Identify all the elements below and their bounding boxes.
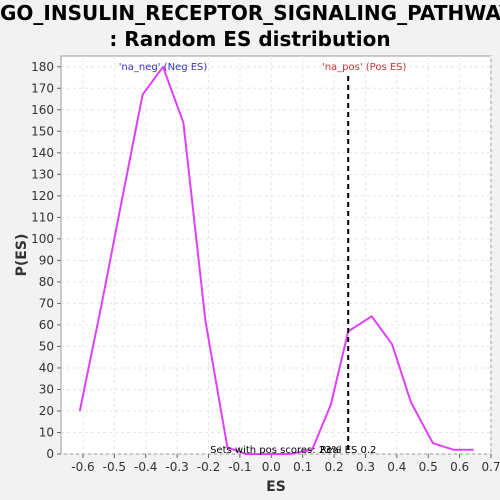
x-tick-label: -0.3 (165, 460, 188, 474)
y-tick-label: 0 (46, 447, 54, 461)
x-tick-label: 0.6 (450, 460, 469, 474)
y-tick-label: 180 (31, 60, 54, 74)
pos-es-label: 'na_pos' (Pos ES) (322, 62, 407, 73)
y-tick-label: 30 (39, 382, 54, 396)
pos-scores-annotation: Sets with pos scores: 23% (210, 445, 341, 456)
x-tick-label: -0.4 (134, 460, 157, 474)
y-tick-label: 130 (31, 167, 54, 181)
y-tick-label: 90 (39, 253, 54, 267)
x-tick-label: 0.0 (262, 460, 281, 474)
y-tick-label: 70 (39, 296, 54, 310)
series-layer (78, 65, 474, 455)
y-tick-label: 170 (31, 81, 54, 95)
grid-lines (61, 56, 492, 455)
y-tick-label: 160 (31, 103, 54, 117)
es-distribution-line (78, 65, 474, 455)
y-tick-label: 20 (39, 404, 54, 418)
y-tick-label: 110 (31, 210, 54, 224)
y-tick-label: 40 (39, 361, 54, 375)
x-tick-label: -0.6 (71, 460, 94, 474)
y-tick-label: 150 (31, 124, 54, 138)
x-tick-label: 0.1 (293, 460, 312, 474)
x-tick-label: 0.7 (481, 460, 500, 474)
y-tick-label: 10 (39, 425, 54, 439)
x-tick-label: 0.3 (356, 460, 375, 474)
x-tick-label: 0.5 (419, 460, 438, 474)
chart-title-line2: : Random ES distribution (109, 27, 391, 51)
y-axis-label: P(ES) (14, 234, 30, 277)
plot-area (60, 55, 492, 455)
x-tick-label: -0.1 (228, 460, 251, 474)
x-tick-label: 0.2 (325, 460, 344, 474)
neg-es-label: 'na_neg' (Neg ES) (119, 62, 208, 73)
y-tick-label: 60 (39, 318, 54, 332)
y-tick-label: 80 (39, 275, 54, 289)
axes: -0.6 -0.5 -0.4 -0.3 -0.2 -0.1 0.0 0.1 0.2 0.3 0.4 0… (31, 60, 500, 474)
chart-title-line1: GO_INSULIN_RECEPTOR_SIGNALING_PATHWAY (0, 1, 500, 25)
x-tick-label: 0.4 (387, 460, 406, 474)
y-tick-label: 140 (31, 146, 54, 160)
x-axis-label: ES (266, 479, 286, 495)
y-tick-label: 120 (31, 189, 54, 203)
x-tick-label: -0.5 (103, 460, 126, 474)
chart-title: GO_INSULIN_RECEPTOR_SIGNALING_PATHWAY : … (0, 0, 500, 52)
x-tick-label: -0.2 (197, 460, 220, 474)
y-tick-label: 50 (39, 339, 54, 353)
real-es-annotation: Real ES 0.2 (320, 445, 376, 456)
y-tick-label: 100 (31, 232, 54, 246)
